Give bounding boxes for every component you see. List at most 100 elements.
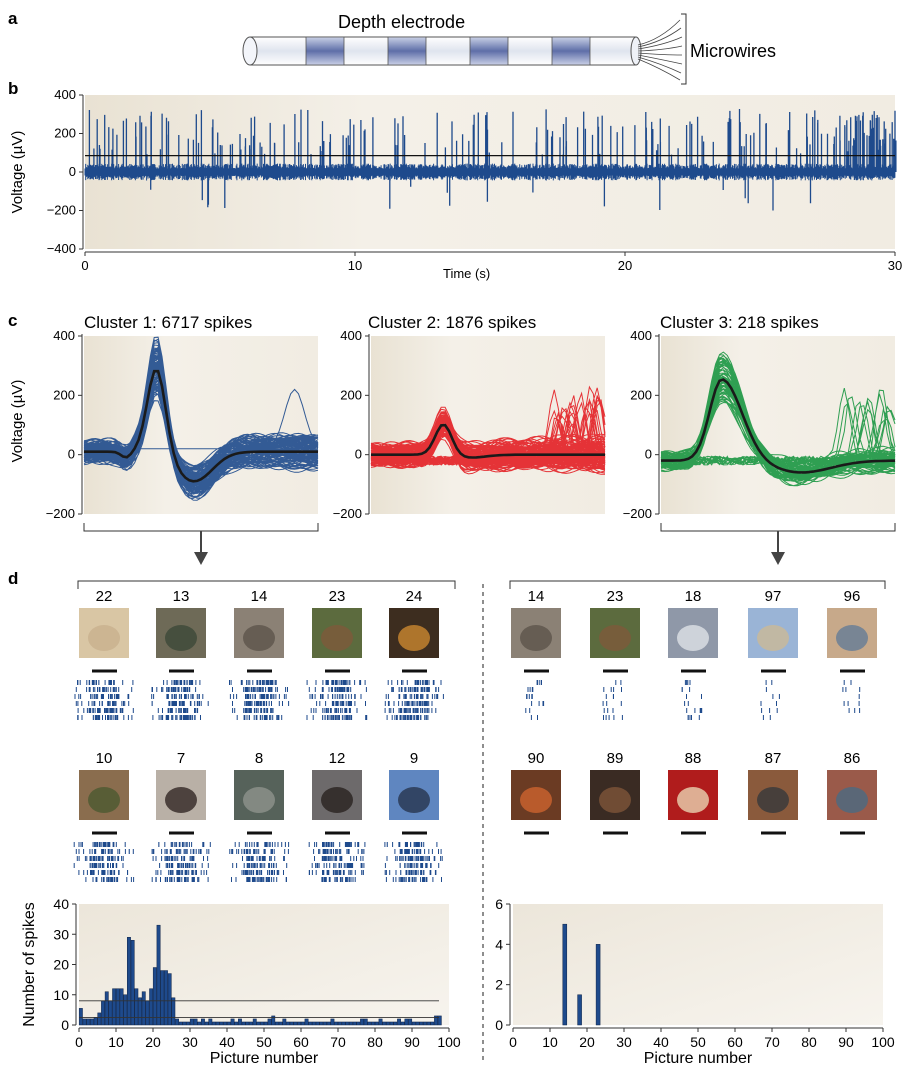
raw-trace-panel: 400 200 0 −200 −400 0 10 20 30 Time (s) Voltage… bbox=[9, 87, 902, 281]
stimulus-subject bbox=[836, 625, 868, 651]
histogram-bar bbox=[90, 1018, 94, 1026]
stimulus-subject bbox=[757, 625, 789, 651]
histogram-bar bbox=[282, 1018, 287, 1026]
histogram-bar bbox=[360, 1018, 364, 1026]
depth-electrode-label: Depth electrode bbox=[338, 12, 465, 32]
y-tick-label: 400 bbox=[630, 328, 652, 343]
y-tick-label: 2 bbox=[495, 977, 503, 993]
histogram-bar bbox=[145, 1000, 150, 1026]
histogram-bar bbox=[400, 1021, 405, 1026]
cluster-1-bracket bbox=[83, 523, 319, 532]
x-tick-label: 20 bbox=[579, 1034, 595, 1050]
y-tick-label: 0 bbox=[69, 164, 76, 179]
stimulus-subject bbox=[165, 787, 197, 813]
stimulus-subject bbox=[88, 787, 120, 813]
histogram-bar bbox=[178, 1021, 183, 1026]
stimulus-subject bbox=[836, 787, 868, 813]
y-tick-label: 0 bbox=[495, 1017, 503, 1033]
y-tick-label: 10 bbox=[53, 987, 69, 1003]
histogram-bar bbox=[577, 994, 582, 1026]
x-tick-label: 60 bbox=[293, 1034, 309, 1050]
x-tick-label: 50 bbox=[690, 1034, 706, 1050]
histogram-bar bbox=[160, 970, 165, 1026]
depth-electrode bbox=[242, 36, 642, 66]
histogram-bar bbox=[82, 1018, 87, 1026]
histogram-bar bbox=[426, 1021, 431, 1026]
picture-number: 89 bbox=[607, 750, 624, 767]
histogram-bar bbox=[212, 1021, 216, 1026]
histogram-bar bbox=[78, 1008, 83, 1026]
x-tick-label: 0 bbox=[509, 1034, 517, 1050]
y-tick-label: 0 bbox=[68, 447, 75, 462]
stimulus-subject bbox=[599, 625, 631, 651]
stimulus-subject bbox=[757, 787, 789, 813]
y-tick-label: 4 bbox=[495, 936, 503, 952]
histogram-bar bbox=[119, 988, 124, 1026]
picture-number: 10 bbox=[96, 750, 113, 767]
histogram-bar bbox=[326, 1021, 331, 1026]
picture-number: 97 bbox=[765, 588, 782, 605]
x-tick-label: 20 bbox=[145, 1034, 161, 1050]
histogram-bar bbox=[367, 1021, 372, 1026]
x-tick-label: 0 bbox=[75, 1034, 83, 1050]
histogram-bar bbox=[308, 1021, 313, 1026]
pictures-bracket-right bbox=[509, 580, 886, 589]
histogram-bar bbox=[386, 1021, 390, 1026]
histogram-bar bbox=[293, 1021, 298, 1026]
histogram-bar bbox=[334, 1021, 339, 1026]
y-tick-label: 20 bbox=[53, 957, 69, 973]
histogram-bar bbox=[167, 973, 172, 1026]
plot-background bbox=[513, 904, 883, 1025]
stimulus-subject bbox=[520, 625, 552, 651]
histogram-bar bbox=[104, 991, 109, 1026]
picture-number: 9 bbox=[410, 750, 418, 767]
stimulus-subject bbox=[677, 625, 709, 651]
picture-number: 87 bbox=[765, 750, 782, 767]
histogram-bar bbox=[352, 1021, 357, 1026]
spike-raster bbox=[74, 680, 134, 720]
histogram-bar bbox=[389, 1021, 394, 1026]
spike-raster bbox=[151, 842, 211, 882]
spike-raster bbox=[229, 842, 290, 882]
trace-spikes bbox=[88, 109, 897, 211]
histogram-bar bbox=[330, 1018, 335, 1026]
histogram-bar bbox=[349, 1021, 353, 1026]
stimulus-subject bbox=[321, 787, 353, 813]
picture-number: 13 bbox=[173, 588, 190, 605]
x-axis-label: Time (s) bbox=[443, 266, 490, 281]
histogram-bar bbox=[149, 988, 154, 1026]
stimulus-subject bbox=[321, 625, 353, 651]
picture-number: 18 bbox=[685, 588, 702, 605]
x-tick-label: 60 bbox=[727, 1034, 743, 1050]
panel-letter-b: b bbox=[8, 79, 18, 98]
histogram-bar bbox=[189, 1018, 194, 1026]
y-tick-label: 400 bbox=[53, 328, 75, 343]
histogram-bar bbox=[415, 1021, 420, 1026]
y-tick-label: 400 bbox=[54, 87, 76, 102]
electrode-band bbox=[469, 36, 509, 66]
histogram-bar bbox=[378, 1018, 383, 1026]
x-tick-label: 90 bbox=[838, 1034, 854, 1050]
cluster-y-axis-label: Voltage (µV) bbox=[9, 380, 26, 463]
histogram-bar bbox=[186, 1021, 191, 1026]
histogram-bar bbox=[297, 1021, 302, 1026]
y-tick-label: −400 bbox=[47, 241, 76, 256]
histogram-bar bbox=[123, 994, 128, 1026]
histogram-bar bbox=[419, 1021, 424, 1026]
histogram-bar bbox=[219, 1021, 224, 1026]
x-tick-label: 80 bbox=[367, 1034, 383, 1050]
histogram-bar bbox=[275, 1021, 279, 1026]
electrode-band bbox=[551, 36, 591, 66]
stimulus-subject bbox=[520, 787, 552, 813]
histogram-bar bbox=[152, 967, 157, 1026]
picture-number: 90 bbox=[528, 750, 545, 767]
histogram-bar bbox=[430, 1021, 435, 1026]
histogram-bar bbox=[423, 1021, 427, 1026]
histogram-bar bbox=[323, 1021, 327, 1026]
x-tick-label: 10 bbox=[348, 258, 362, 273]
picture-number: 7 bbox=[177, 750, 185, 767]
stimulus-subject bbox=[398, 787, 430, 813]
stimulus-subject bbox=[165, 625, 197, 651]
spike-waveforms bbox=[370, 385, 606, 475]
